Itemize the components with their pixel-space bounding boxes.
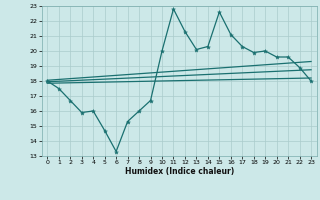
- X-axis label: Humidex (Indice chaleur): Humidex (Indice chaleur): [124, 167, 234, 176]
